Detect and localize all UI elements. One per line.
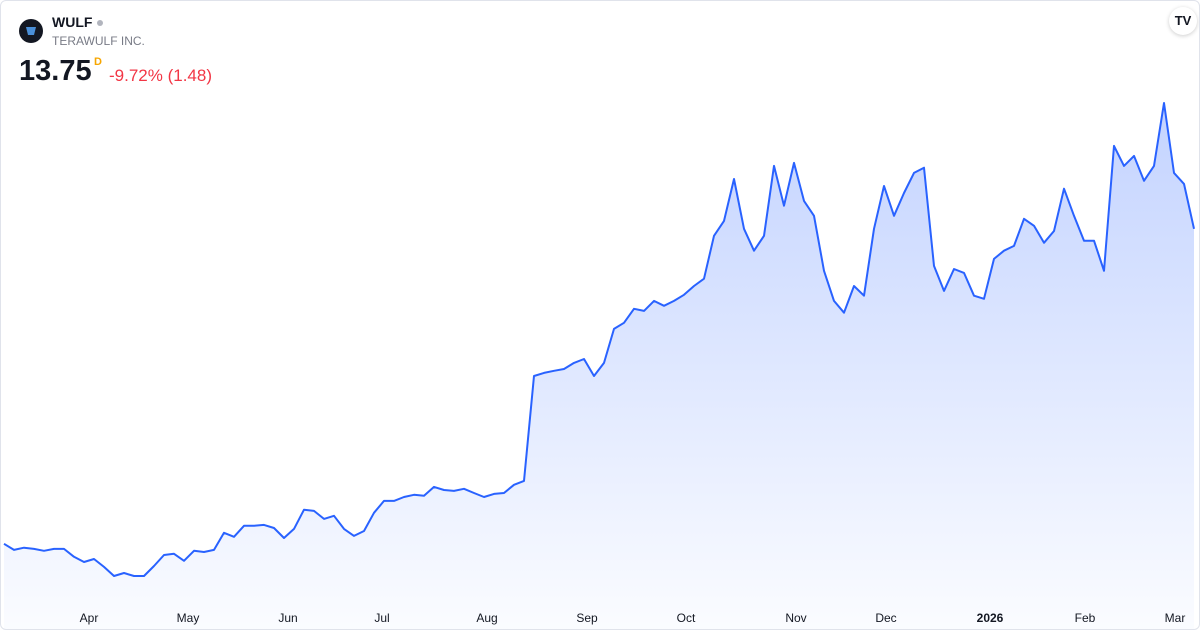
x-tick-label: Apr	[80, 611, 99, 625]
company-name: TERAWULF INC.	[52, 34, 145, 48]
x-tick-label: Sep	[576, 611, 598, 625]
x-tick-label: Jul	[374, 611, 389, 625]
x-tick-label: Mar	[1165, 611, 1186, 625]
status-dot	[97, 20, 104, 27]
symbol-icon	[19, 19, 43, 43]
x-tick-label: Nov	[785, 611, 806, 625]
tradingview-logo[interactable]: TV	[1169, 7, 1197, 35]
x-tick-label: May	[177, 611, 200, 625]
price: 13.75	[19, 55, 92, 87]
change: -9.72% (1.48)	[109, 66, 212, 85]
area-fill	[4, 103, 1194, 629]
symbol: WULF	[52, 14, 104, 30]
x-tick-label: Dec	[875, 611, 896, 625]
x-tick-label: Oct	[677, 611, 696, 625]
x-tick-label: 2026	[977, 611, 1004, 625]
price-line	[3, 102, 1195, 577]
interval: D	[94, 56, 102, 68]
x-tick-label: Feb	[1075, 611, 1096, 625]
x-tick-label: Jun	[278, 611, 297, 625]
symbol-text: WULF	[52, 14, 93, 30]
x-tick-label: Aug	[476, 611, 497, 625]
